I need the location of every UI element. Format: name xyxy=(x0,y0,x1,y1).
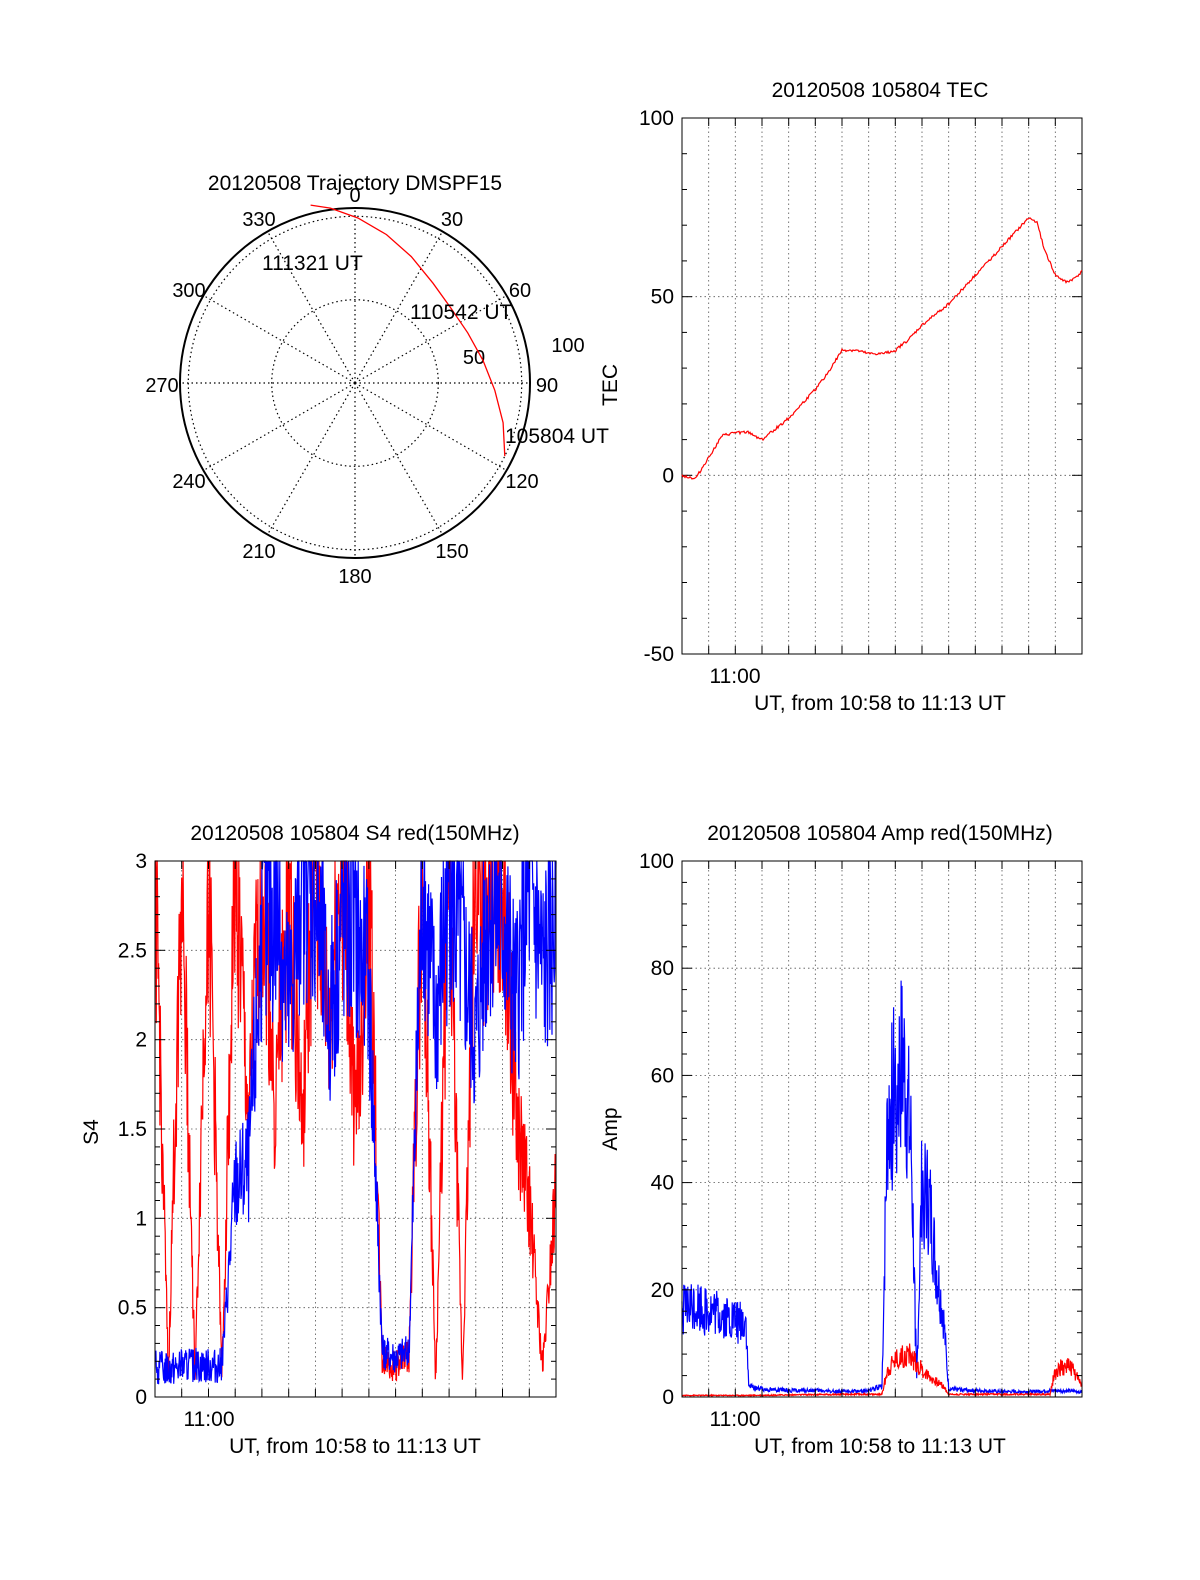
s4-ytick-labels: 0 0.5 1 1.5 2 2.5 3 xyxy=(118,850,147,1409)
polar-azimuth-label: 120 xyxy=(505,471,538,493)
polar-outer-circle xyxy=(179,207,531,559)
tec-ytick-labels: -50 0 50 100 xyxy=(639,107,674,666)
polar-azimuth-label: 270 xyxy=(145,375,178,397)
polar-ylabel: TEC xyxy=(599,364,622,406)
amp-panel: 20120508 105804 Amp red(150MHz) 0 20 40 60 8… xyxy=(599,822,1083,1458)
polar-title: 20120508 Trajectory DMSPF15 xyxy=(208,172,502,195)
y-tick-label: 2.5 xyxy=(118,939,147,962)
tec-plot-frame xyxy=(681,117,1083,655)
polar-annotation-mid: 110542 UT xyxy=(410,301,513,324)
tec-xlabel: UT, from 10:58 to 11:13 UT xyxy=(754,692,1006,715)
s4-grid xyxy=(155,861,556,1397)
polar-trajectory-line xyxy=(310,204,506,457)
y-tick-label: 0 xyxy=(662,1386,674,1409)
polar-radius-tick-100: 100 xyxy=(551,335,584,357)
polar-azimuth-labels: 0 30 60 90 120 150 180 210 240 270 300 330 xyxy=(145,185,558,588)
y-tick-label: 2 xyxy=(135,1029,147,1052)
polar-radius-tick-50: 50 xyxy=(463,347,485,369)
y-tick-label: 3 xyxy=(135,850,147,873)
y-tick-label: 1.5 xyxy=(118,1118,147,1141)
amp-ticks xyxy=(681,860,1083,1398)
amp-xlabel: UT, from 10:58 to 11:13 UT xyxy=(754,1435,1006,1458)
amp-blue-series-line xyxy=(681,980,1083,1396)
amp-grid xyxy=(682,861,1082,1397)
s4-xlabel: UT, from 10:58 to 11:13 UT xyxy=(229,1435,481,1458)
s4-title: 20120508 105804 S4 red(150MHz) xyxy=(190,822,519,845)
polar-annotation-start: 105804 UT xyxy=(505,425,609,448)
polar-spoke-240 xyxy=(203,382,356,472)
amp-title: 20120508 105804 Amp red(150MHz) xyxy=(707,822,1053,845)
y-tick-label: 80 xyxy=(651,957,674,980)
s4-ylabel: S4 xyxy=(80,1119,103,1145)
polar-azimuth-label: 210 xyxy=(242,541,275,563)
polar-spoke-210 xyxy=(266,382,356,535)
polar-ring-50 xyxy=(271,299,439,467)
amp-ytick-labels: 0 20 40 60 80 100 xyxy=(639,850,674,1409)
polar-azimuth-label: 330 xyxy=(242,209,275,231)
tec-panel: 20120508 105804 TEC -50 0 50 100 11:00 UT, … xyxy=(639,79,1083,715)
y-tick-label: 0 xyxy=(135,1386,147,1409)
tec-grid xyxy=(682,118,1082,654)
y-tick-label: 0 xyxy=(662,464,674,487)
polar-spoke-150 xyxy=(354,382,444,535)
tec-xtick-label: 11:00 xyxy=(710,665,761,688)
tec-title: 20120508 105804 TEC xyxy=(772,79,989,102)
amp-ylabel: Amp xyxy=(599,1107,622,1150)
polar-azimuth-label: 60 xyxy=(509,280,531,302)
y-tick-label: -50 xyxy=(644,643,674,666)
amp-xtick-label: 11:00 xyxy=(710,1408,761,1431)
polar-annotation-end: 111321 UT xyxy=(262,252,363,275)
polar-spoke-120 xyxy=(354,382,507,472)
polar-grid xyxy=(180,208,530,558)
y-tick-label: 0.5 xyxy=(118,1297,147,1320)
y-tick-label: 60 xyxy=(651,1064,674,1087)
amp-plot-frame xyxy=(681,860,1083,1398)
polar-ring-100 xyxy=(187,215,523,551)
y-tick-label: 40 xyxy=(651,1172,674,1195)
tec-series-line xyxy=(681,217,1083,480)
y-tick-label: 50 xyxy=(651,286,674,309)
tec-ticks xyxy=(681,117,1083,655)
polar-azimuth-label: 30 xyxy=(441,209,463,231)
y-tick-label: 100 xyxy=(639,850,674,873)
s4-panel: 20120508 105804 S4 red(150MHz) 0 0.5 1 1.5 2… xyxy=(80,822,557,1458)
polar-trajectory-panel: 20120508 Trajectory DMSPF15 0 30 60 90 120 15… xyxy=(145,172,622,588)
polar-azimuth-label: 180 xyxy=(338,566,371,588)
polar-azimuth-label: 90 xyxy=(536,375,558,397)
y-tick-label: 100 xyxy=(639,107,674,130)
polar-azimuth-label: 300 xyxy=(172,280,205,302)
y-tick-label: 20 xyxy=(651,1279,674,1302)
s4-xtick-label: 11:00 xyxy=(184,1408,235,1431)
y-tick-label: 1 xyxy=(135,1207,147,1230)
polar-azimuth-label: 0 xyxy=(349,185,360,207)
polar-azimuth-label: 150 xyxy=(435,541,468,563)
polar-azimuth-label: 240 xyxy=(172,471,205,493)
amp-red-series-line xyxy=(681,1343,1083,1398)
polar-spoke-300 xyxy=(203,294,356,384)
s4-ticks xyxy=(154,860,557,1398)
